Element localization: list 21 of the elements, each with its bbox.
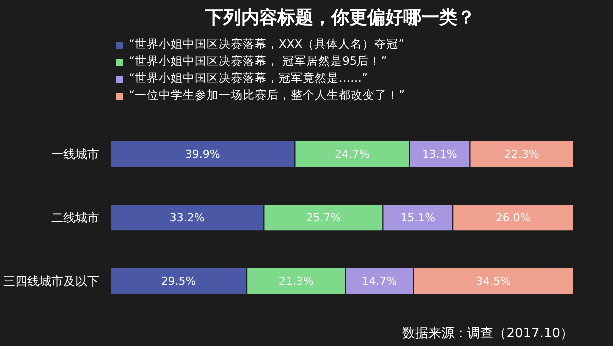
data-label: 26.0%	[496, 211, 531, 224]
y-tick-label: 一线城市	[52, 147, 100, 162]
data-label: 39.9%	[185, 148, 220, 161]
chart-title: 下列内容标题，你更偏好哪一类？	[204, 8, 476, 28]
data-label: 24.7%	[334, 148, 370, 161]
legend-label: “世界小姐中国区决赛落幕，XXX（具体人名）夺冠”	[129, 37, 405, 52]
data-label: 15.1%	[400, 211, 436, 224]
legend-label: “世界小姐中国区决赛落幕，冠军竟然是……”	[129, 71, 368, 86]
legend-label: “世界小姐中国区决赛落幕， 冠军居然是95后！”	[129, 54, 388, 69]
data-label: 25.7%	[306, 211, 342, 224]
data-label: 34.5%	[476, 274, 512, 288]
data-label: 14.7%	[362, 274, 398, 288]
y-tick-label: 三四线城市及以下	[4, 274, 100, 288]
data-label: 22.3%	[504, 148, 540, 161]
data-label: 13.1%	[422, 148, 458, 161]
data-label: 29.5%	[161, 274, 196, 288]
data-label: 33.2%	[170, 211, 205, 224]
source-note: 数据来源：调查（2017.10）	[402, 326, 574, 342]
y-tick-label: 二线城市	[52, 210, 100, 225]
legend-label: “一位中学生参加一场比赛后，整个人生都改变了！”	[129, 88, 405, 103]
data-label: 21.3%	[278, 274, 314, 288]
